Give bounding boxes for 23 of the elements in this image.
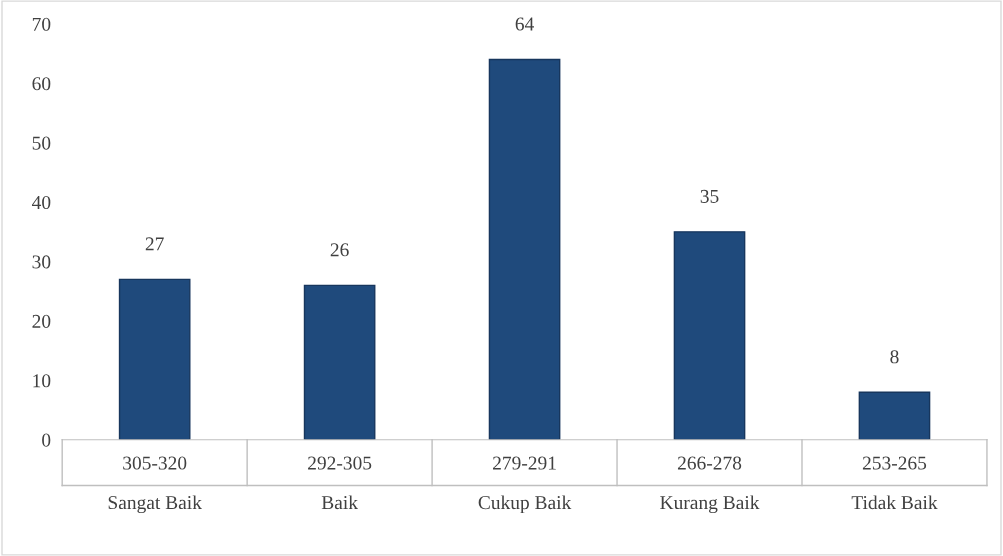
bar	[118, 278, 191, 440]
bar	[673, 231, 746, 440]
bar	[303, 284, 376, 440]
data-label: 64	[515, 17, 534, 31]
y-tick-label: 30	[32, 255, 51, 269]
category-label: 253-265 Tidak Baik	[851, 456, 938, 510]
category-label: 305-320 Sangat Baik	[108, 456, 202, 514]
y-tick-label: 60	[32, 77, 51, 91]
bar	[488, 58, 561, 440]
category-label: 266-278 Kurang Baik	[660, 456, 760, 514]
category-label: 279-291 Cukup Baik	[478, 456, 572, 514]
y-tick-label: 70	[32, 17, 51, 31]
data-label: 27	[145, 237, 164, 251]
data-label: 26	[330, 243, 349, 257]
y-tick-label: 0	[42, 433, 51, 447]
category-label: 292-305 Baik	[308, 456, 372, 510]
y-tick-label: 50	[32, 136, 51, 150]
bar	[858, 391, 931, 440]
y-tick-label: 40	[32, 195, 51, 210]
data-label: 35	[700, 189, 719, 203]
y-tick-label: 10	[33, 374, 51, 388]
data-label: 8	[890, 350, 899, 364]
y-tick-label: 20	[32, 314, 51, 328]
